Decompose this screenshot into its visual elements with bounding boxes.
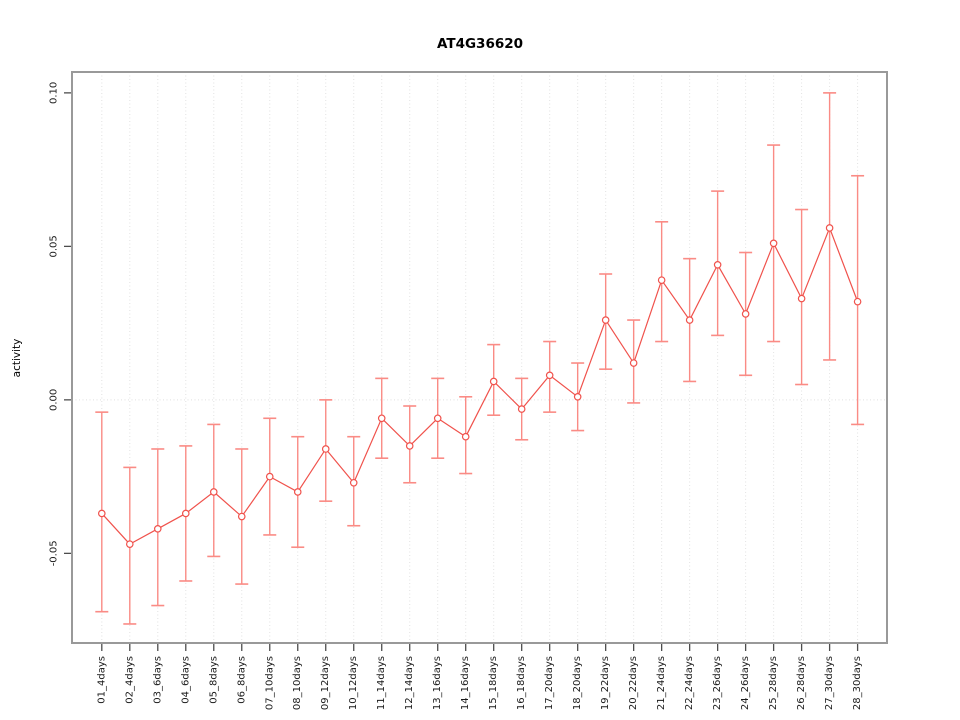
x-tick-label: 26_28days: [796, 656, 807, 710]
x-tick-label: 18_20days: [572, 656, 583, 710]
x-tick-label: 01_4days: [96, 656, 107, 704]
y-tick-label: -0.05: [49, 540, 60, 566]
y-tick-label: 0.10: [49, 82, 60, 104]
data-point: [293, 488, 302, 496]
data-point: [517, 405, 526, 413]
grid-layer: [72, 72, 887, 643]
data-layer: [95, 92, 865, 625]
x-tick-label: 07_10days: [264, 656, 275, 710]
x-tick-label: 05_8days: [208, 656, 219, 704]
data-point: [377, 414, 386, 423]
x-tick-label: 22_24days: [684, 656, 695, 710]
x-tick-label: 23_26days: [712, 656, 723, 710]
x-tick-label: 21_24days: [656, 656, 667, 710]
data-point: [601, 316, 610, 324]
chart-title: AT4G36620: [437, 36, 523, 52]
x-tick-label: 06_8days: [236, 656, 247, 704]
data-point: [853, 297, 862, 306]
x-tick-label: 02_4days: [124, 656, 135, 704]
x-tick-label: 08_10days: [292, 656, 303, 710]
y-tick-label: 0.05: [49, 235, 60, 257]
data-point: [237, 512, 246, 521]
data-point: [181, 509, 190, 518]
data-point: [405, 442, 414, 450]
x-tick-label: 13_16days: [432, 656, 443, 710]
data-point: [545, 371, 554, 380]
data-point: [825, 224, 834, 232]
x-tick-label: 11_14days: [376, 656, 387, 710]
x-tick-label: 27_30days: [824, 656, 835, 710]
series-line: [101, 226, 859, 545]
axis-layer: 01_4days 02_4days 03_6days 04_6days 05_8days…: [49, 71, 888, 710]
data-point: [741, 310, 750, 318]
data-point: [125, 540, 134, 548]
x-tick-label: 12_14days: [404, 656, 415, 710]
x-tick-label: 25_28days: [768, 656, 779, 710]
data-point: [685, 316, 694, 324]
data-point: [573, 392, 582, 401]
y-axis-label: activity: [11, 339, 23, 378]
data-point: [489, 377, 498, 386]
x-tick-label: 14_16days: [460, 656, 471, 710]
data-point: [713, 260, 722, 269]
data-point: [209, 488, 218, 496]
data-point: [433, 414, 442, 423]
data-point: [797, 294, 806, 303]
x-tick-label: 15_18days: [488, 656, 499, 710]
x-tick-label: 17_20days: [544, 656, 555, 710]
data-point: [769, 239, 778, 248]
data-point: [98, 509, 106, 518]
x-tick-label: 03_6days: [152, 656, 163, 704]
x-tick-label: 24_26days: [740, 656, 751, 710]
data-point: [265, 472, 274, 481]
x-tick-label: 20_22days: [628, 656, 639, 710]
x-tick-label: 16_18days: [516, 656, 527, 710]
data-point: [153, 524, 162, 533]
x-tick-label: 09_12days: [320, 656, 331, 710]
x-tick-label: 10_12days: [348, 656, 359, 710]
data-point: [629, 359, 638, 367]
x-tick-label: 19_22days: [600, 656, 611, 710]
data-point: [461, 432, 470, 441]
data-point: [349, 478, 358, 487]
plot-border: [71, 71, 888, 644]
data-point: [657, 276, 666, 284]
x-tick-label: 28_30days: [852, 656, 863, 710]
x-tick-label: 04_6days: [180, 656, 191, 704]
y-tick-label: 0.00: [49, 389, 60, 411]
data-point: [321, 445, 330, 453]
